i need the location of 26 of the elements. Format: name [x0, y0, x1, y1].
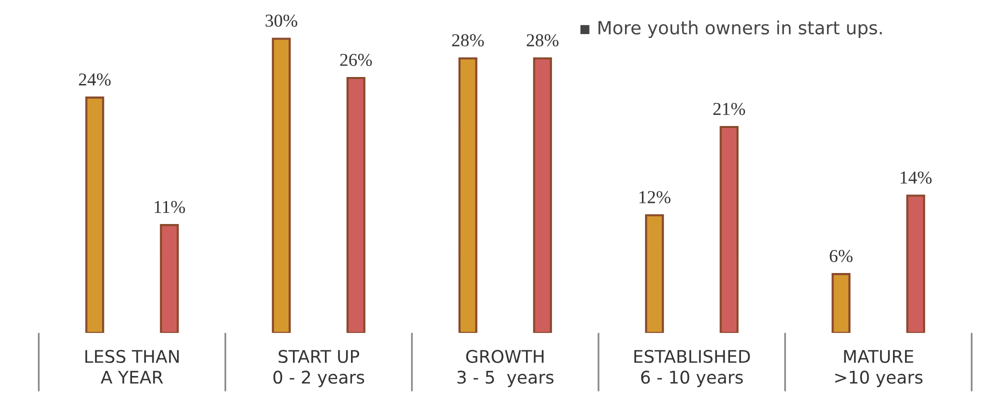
bar	[272, 38, 291, 333]
bar	[160, 224, 179, 333]
text: ▪ More youth owners in start ups.	[580, 20, 882, 38]
bar	[906, 194, 926, 333]
data-label: 24%	[78, 73, 111, 86]
x-tick-label: GROWTH 3 - 5 years	[457, 350, 554, 388]
data-label: 11%	[154, 200, 185, 214]
bar	[533, 57, 552, 333]
bar	[645, 214, 664, 333]
data-label: 30%	[266, 14, 298, 27]
data-label: 26%	[340, 54, 372, 66]
x-tick-label: MATURE >10 years	[835, 350, 922, 388]
data-label: 21%	[713, 102, 746, 116]
bar	[85, 96, 104, 333]
x-tick-label: ESTABLISHED 6 - 10 years	[634, 350, 750, 388]
data-label: 28%	[526, 34, 558, 46]
x-tick-label: START UP 0 - 2 years	[273, 350, 364, 388]
data-label: 12%	[640, 191, 670, 204]
bar	[832, 273, 851, 333]
data-label: 28%	[452, 34, 484, 46]
bar	[346, 76, 366, 333]
data-label: 6%	[830, 250, 852, 262]
bar	[458, 57, 478, 333]
data-label: 14%	[900, 171, 932, 184]
x-tick-label: LESS THAN A YEAR	[85, 350, 179, 384]
bar	[720, 126, 739, 333]
